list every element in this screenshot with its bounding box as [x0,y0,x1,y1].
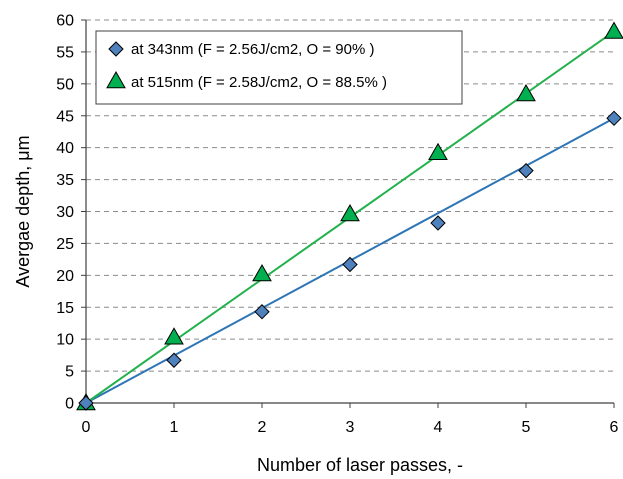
legend: at 343nm (F = 2.56J/cm2, O = 90% ) at 51… [95,30,463,105]
y-tick-label-50: 50 [56,76,74,93]
point-series-1-6 [604,21,623,39]
point-series-1-3 [340,204,360,222]
y-tick-label-0: 0 [65,396,74,413]
point-series-0-6 [606,110,622,127]
y-tick-label-20: 20 [56,268,74,285]
x-tick-label-4: 4 [434,419,443,436]
x-tick-label-6: 6 [610,419,619,436]
y-tick-label-5: 5 [65,364,74,381]
legend-box [95,30,463,105]
legend-label-515nm: at 515nm (F = 2.58J/cm2, O = 88.5% ) [131,74,387,91]
point-series-1-5 [516,84,536,102]
point-series-0-1 [166,352,182,368]
axes [81,19,615,408]
y-tick-label-55: 55 [56,44,74,61]
point-series-1-4 [428,142,448,161]
point-series-1-2 [252,264,272,282]
point-series-0-4 [430,215,446,231]
legend-marker-shape-1 [106,70,126,89]
y-tick-label-25: 25 [56,236,74,253]
y-tick-label-60: 60 [56,13,74,30]
point-series-1-1 [164,327,184,345]
legend-label-343nm: at 343nm (F = 2.56J/cm2, O = 90% ) [131,41,374,58]
x-tick-label-5: 5 [522,419,531,436]
x-tick-label-1: 1 [170,419,179,436]
y-tick-label-35: 35 [56,172,74,189]
y-axis-label: Avergae depth, μm [13,135,33,287]
legend-marker-shape-0 [108,41,124,57]
y-tick-label-30: 30 [56,204,74,221]
legend-marker-515nm [106,70,126,89]
x-axis-label: Number of laser passes, - [257,455,463,475]
point-series-0-0 [78,395,94,411]
point-series-0-5 [518,162,534,179]
point-series-0-3 [342,256,358,273]
x-tick-label-2: 2 [258,419,267,436]
x-tick-label-3: 3 [346,419,355,436]
y-tick-label-15: 15 [56,300,74,317]
y-tick-label-40: 40 [56,140,74,157]
x-tick-label-0: 0 [82,419,91,436]
point-series-0-2 [254,304,270,320]
y-tick-label-45: 45 [56,108,74,125]
data-points [76,21,623,411]
y-tick-label-10: 10 [56,332,74,349]
legend-marker-343nm [108,41,124,57]
